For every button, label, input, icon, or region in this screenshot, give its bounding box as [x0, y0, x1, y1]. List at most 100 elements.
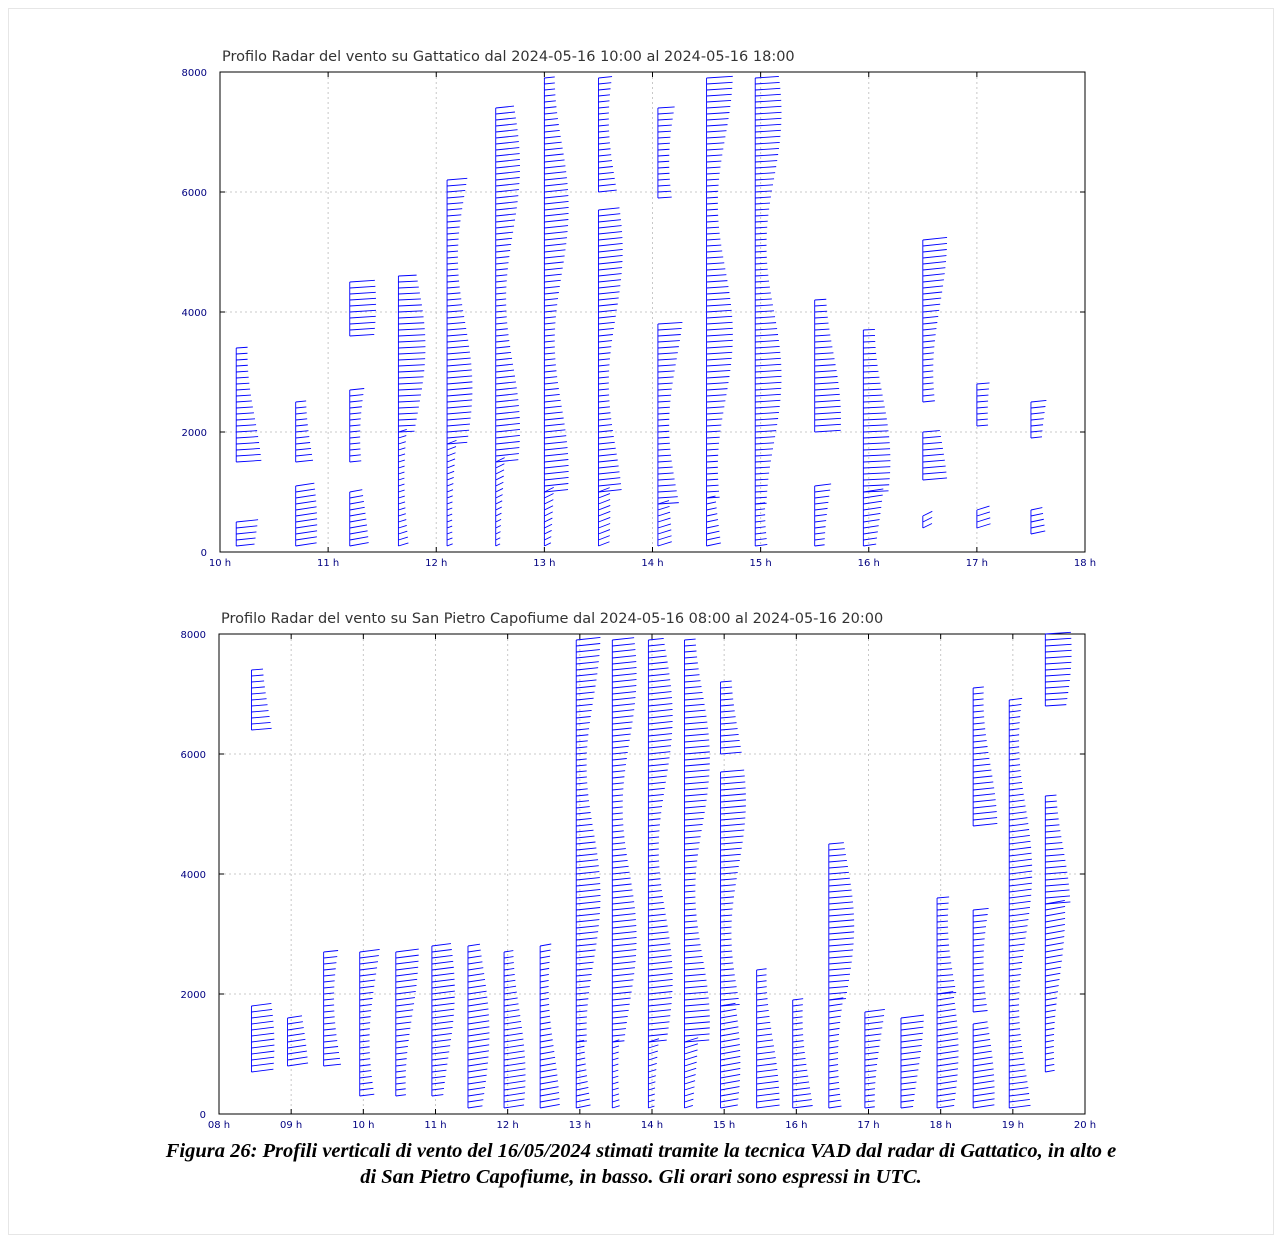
wind-barb	[756, 1074, 779, 1079]
wind-barb	[540, 997, 549, 1001]
wind-barb	[612, 1063, 619, 1067]
wind-barb	[503, 1050, 525, 1055]
wind-barb	[447, 441, 468, 445]
wind-barb	[598, 529, 611, 535]
wind-barb	[828, 955, 853, 959]
wind-barb	[755, 418, 779, 421]
wind-barb	[1045, 830, 1061, 833]
wind-barb	[612, 1069, 619, 1073]
wind-barb	[1009, 770, 1021, 773]
wind-barb	[612, 758, 627, 761]
wind-barb	[576, 1086, 589, 1091]
wind-barb	[706, 406, 725, 409]
wind-barb	[287, 1050, 307, 1055]
y-tick-label: 0	[200, 1110, 206, 1121]
wind-barb	[1045, 800, 1057, 803]
wind-barb	[544, 135, 561, 139]
wind-barb	[706, 321, 733, 325]
wind-barb	[973, 1086, 995, 1091]
wind-barb	[684, 1003, 710, 1007]
wind-barb	[976, 394, 989, 397]
wind-barb	[720, 1050, 741, 1055]
wind-barb	[395, 991, 416, 995]
wind-barb	[922, 243, 948, 247]
wind-barb	[598, 309, 617, 313]
wind-barb	[657, 418, 670, 421]
wind-barb	[1009, 937, 1026, 941]
wind-barb	[295, 424, 308, 427]
wind-barb	[349, 412, 362, 415]
wind-barb	[495, 363, 514, 367]
wind-barb	[973, 1056, 993, 1061]
wind-barb	[544, 292, 559, 295]
wind-profile	[862, 328, 891, 547]
wind-barb	[540, 1080, 559, 1085]
wind-barb	[612, 721, 633, 725]
wind-barb	[467, 978, 486, 983]
wind-barb	[1009, 1093, 1030, 1097]
wind-barb	[900, 1087, 916, 1091]
wind-barb	[236, 447, 260, 451]
wind-barb	[657, 376, 674, 379]
wind-barb	[706, 339, 733, 343]
wind-barb	[657, 190, 672, 193]
wind-barb	[503, 1015, 521, 1019]
wind-barb	[648, 751, 671, 755]
wind-barb	[684, 709, 706, 713]
wind-barb	[598, 487, 610, 493]
wind-barb	[657, 166, 670, 169]
wind-barb	[684, 1039, 710, 1043]
wind-barb	[1009, 716, 1021, 719]
wind-barb	[973, 722, 985, 725]
wind-barb	[446, 507, 453, 511]
wind-barb	[863, 334, 876, 337]
wind-barb	[720, 686, 733, 689]
wind-barb	[349, 530, 368, 535]
wind-barb	[395, 1009, 414, 1013]
wind-barb	[755, 411, 779, 415]
wind-barb	[755, 298, 772, 301]
x-tick-label: 18 h	[930, 1120, 952, 1131]
wind-barb	[1009, 858, 1032, 863]
wind-barb	[236, 370, 249, 373]
wind-barb	[544, 76, 555, 79]
wind-barb	[612, 818, 624, 821]
wind-barb	[598, 112, 609, 115]
wind-barb	[576, 1063, 586, 1067]
wind-barb	[544, 417, 564, 421]
wind-barb	[792, 1052, 805, 1055]
wind-barb	[251, 1062, 274, 1067]
wind-barb	[495, 105, 515, 109]
wind-barb	[706, 160, 722, 163]
wind-barb	[922, 328, 937, 331]
wind-barb	[544, 243, 567, 247]
wind-barb	[447, 280, 460, 283]
wind-barb	[792, 1081, 810, 1085]
wind-barb	[544, 393, 560, 397]
wind-barb	[576, 1016, 587, 1019]
wind-barb	[598, 297, 619, 301]
wind-barb	[576, 1081, 588, 1085]
wind-barb	[295, 536, 317, 541]
wind-barb	[648, 1069, 657, 1073]
wind-barb	[814, 340, 832, 343]
wind-barb	[648, 697, 673, 701]
wind-barb	[495, 453, 519, 457]
wind-barb	[648, 757, 670, 761]
wind-barb	[446, 470, 455, 475]
wind-barb	[863, 494, 883, 499]
chart-title: Profilo Radar del vento su San Pietro Ca…	[221, 611, 883, 627]
wind-barb	[720, 1014, 738, 1019]
wind-barb	[976, 517, 991, 523]
wind-barb	[657, 106, 675, 109]
wind-barb	[657, 412, 670, 415]
wind-barb	[922, 291, 943, 295]
wind-profile	[295, 400, 318, 547]
wind-barb	[720, 829, 745, 833]
wind-barb	[706, 297, 731, 301]
wind-barb	[236, 406, 253, 409]
wind-barb	[398, 412, 418, 415]
wind-barb	[706, 292, 730, 295]
wind-barb	[922, 303, 941, 307]
wind-barb	[431, 954, 453, 959]
